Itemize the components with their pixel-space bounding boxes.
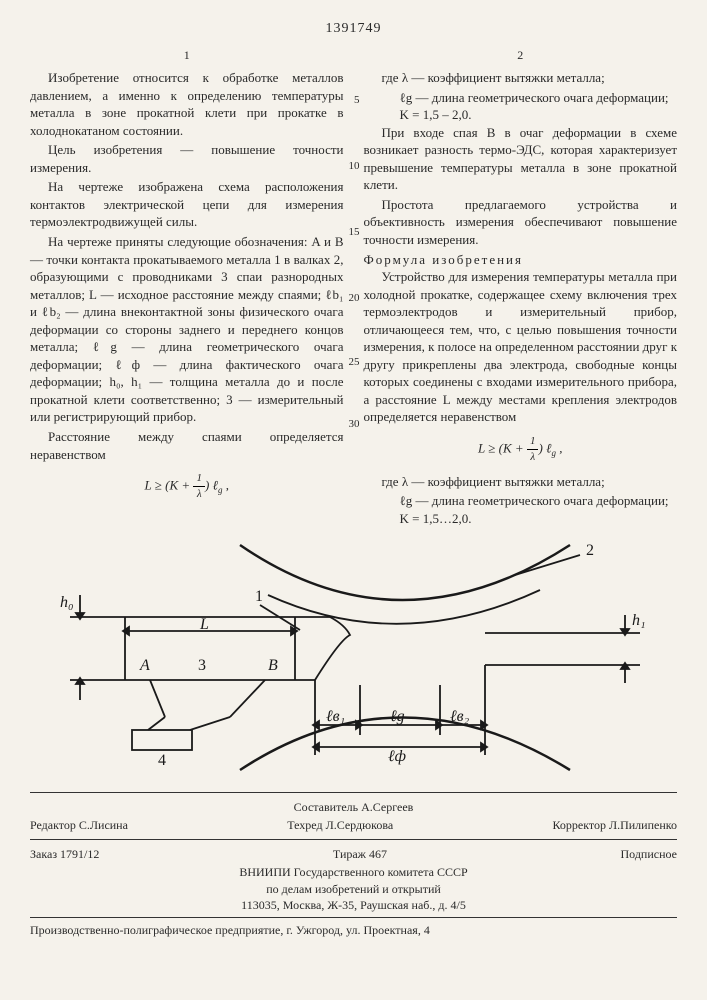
org-line1: ВНИИПИ Государственного комитета СССР: [30, 864, 677, 880]
label-2: 2: [586, 542, 594, 559]
label-4: 4: [158, 752, 166, 769]
para: На чертеже изображена схема расположения…: [30, 178, 344, 231]
label-A: A: [139, 657, 150, 674]
col-number-right: 2: [364, 47, 678, 63]
para: Расстояние между спаями определяется нер…: [30, 428, 344, 463]
para: Простота предлагаемого устройства и объе…: [364, 196, 678, 249]
line-number: 20: [342, 291, 360, 306]
address: 113035, Москва, Ж-35, Раушская наб., д. …: [30, 897, 677, 913]
para: ℓg — длина геометрического очага деформа…: [364, 492, 678, 510]
editor: Редактор С.Лисина: [30, 817, 128, 833]
para: ℓg — длина геометрического очага деформа…: [364, 89, 678, 107]
claim-heading: Формула изобретения: [364, 251, 678, 269]
tirazh: Тираж 467: [333, 846, 387, 862]
techred: Техред Л.Сердюкова: [287, 817, 393, 833]
subscription: Подписное: [621, 846, 678, 862]
label-L: L: [199, 616, 209, 633]
line-number: 10: [342, 159, 360, 174]
col-number-left: 1: [30, 47, 344, 63]
para: где λ — коэффициент вытяжки металла;: [364, 473, 678, 491]
label-3: 3: [198, 657, 206, 674]
label-lb2: ℓв₂: [450, 708, 470, 725]
label-lg: ℓg: [390, 708, 405, 725]
label-h1: h₁: [632, 612, 646, 629]
label-h0: h₀: [60, 594, 74, 611]
line-number: 25: [342, 355, 360, 370]
left-column: 1 Изобретение относится к обработке мета…: [30, 47, 344, 527]
formula-left: L ≥ (K + 1λ) ℓg ,: [30, 471, 344, 502]
two-column-body: 1 Изобретение относится к обработке мета…: [30, 47, 677, 527]
label-lf: ℓф: [388, 748, 406, 765]
para: Цель изобретения — повышение точности из…: [30, 141, 344, 176]
para: Изобретение относится к обработке металл…: [30, 69, 344, 139]
credits-block: Составитель А.Сергеев Редактор С.Лисина …: [30, 792, 677, 938]
line-number: 5: [342, 93, 360, 108]
claim-text: Устройство для измерения температуры мет…: [364, 268, 678, 426]
corrector: Корректор Л.Пилипенко: [552, 817, 677, 833]
para: K = 1,5…2,0.: [364, 510, 678, 528]
order-number: Заказ 1791/12: [30, 846, 99, 862]
formula-right: L ≥ (K + 1λ) ℓg ,: [364, 434, 678, 465]
label-1: 1: [255, 588, 263, 605]
para: На чертеже приняты следующие обозначения…: [30, 233, 344, 426]
para: При входе спая B в очаг деформации в схе…: [364, 124, 678, 194]
para: где λ — коэффициент вытяжки металла;: [364, 69, 678, 87]
line-number: 30: [342, 417, 360, 432]
technical-diagram: h₀ h₁ L A B 1 2 3 4 ℓв₁ ℓg ℓв₂ ℓф: [30, 535, 670, 775]
label-B: B: [268, 657, 278, 674]
compiler: Составитель А.Сергеев: [30, 799, 677, 815]
document-number: 1391749: [30, 20, 677, 39]
org-line2: по делам изобретений и открытий: [30, 881, 677, 897]
label-lb1: ℓв₁: [326, 708, 345, 725]
right-column: 2 5 10 15 20 25 30 где λ — коэффициент в…: [364, 47, 678, 527]
printer-line: Производственно-полиграфическое предприя…: [30, 922, 677, 938]
line-number: 15: [342, 225, 360, 240]
para: K = 1,5 – 2,0.: [364, 106, 678, 124]
